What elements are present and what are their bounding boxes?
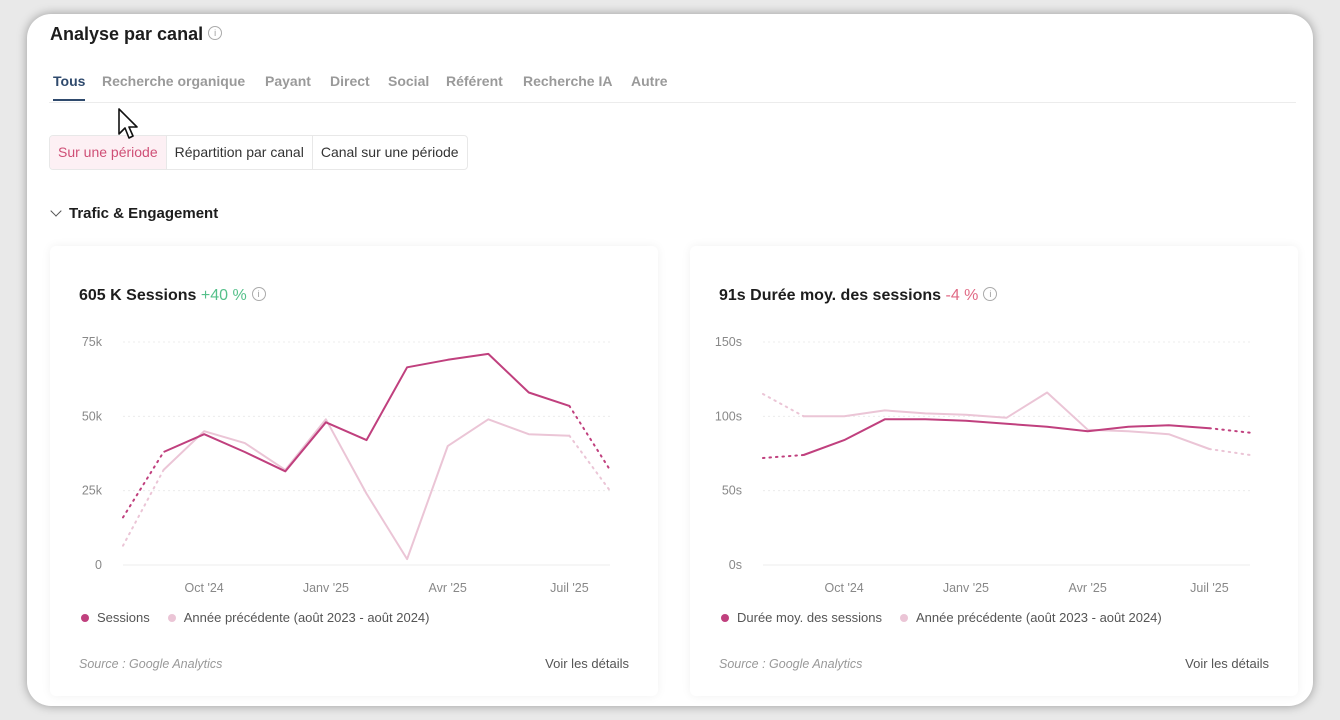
- info-icon[interactable]: i: [251, 286, 266, 301]
- legend-dot-secondary: [167, 613, 176, 622]
- tab-recherche-ia[interactable]: Recherche IA: [523, 73, 613, 89]
- x-tick-label: Juil '25: [550, 581, 589, 595]
- x-tick-label: Avr '25: [429, 581, 467, 595]
- y-tick-label: 75k: [82, 335, 103, 349]
- channel-tabs: Tous Recherche organique Payant Direct S…: [49, 73, 1296, 103]
- series-line-dotted-end: [568, 434, 611, 492]
- view-mode-selector: Sur une période Répartition par canal Ca…: [49, 135, 468, 170]
- legend-dot-primary: [721, 613, 729, 622]
- duration-change-badge: -4 %: [945, 287, 979, 304]
- legend-item-sessions[interactable]: Sessions: [81, 610, 150, 625]
- data-source: Source : Google Analytics: [719, 657, 863, 671]
- info-icon[interactable]: i: [983, 286, 998, 301]
- duration-line-chart: 150s 100s 50s 0s Oct '24 Janv '25 Avr '25 Juil …: [715, 335, 1251, 595]
- page-title-text: Analyse par canal: [50, 24, 204, 44]
- legend-item-duration[interactable]: Durée moy. des sessions: [721, 610, 882, 625]
- page-title: Analyse par canal i: [50, 24, 223, 45]
- segment-repartition-par-canal[interactable]: Répartition par canal: [167, 136, 313, 169]
- series-line-dotted-end: [568, 404, 611, 471]
- sessions-legend: Sessions Année précédente (août 2023 - a…: [81, 610, 430, 625]
- tab-direct[interactable]: Direct: [330, 73, 370, 89]
- y-tick-label: 0s: [729, 558, 742, 572]
- segment-canal-sur-une-periode[interactable]: Canal sur une période: [320, 144, 459, 160]
- x-tick-label: Oct '24: [825, 581, 864, 595]
- analytics-panel: Analyse par canal i Tous Recherche organi…: [27, 14, 1313, 706]
- legend-label: Durée moy. des sessions: [737, 610, 882, 625]
- sessions-change-badge: +40 %: [200, 287, 247, 304]
- series-line-dotted-start: [122, 451, 165, 519]
- duration-metric-title: 91s Durée moy. des sessions -4 % i: [719, 286, 998, 305]
- tab-tous[interactable]: Tous: [53, 73, 86, 101]
- section-toggle[interactable]: Trafic & Engagement: [49, 205, 218, 222]
- series-line-dotted-start: [762, 454, 805, 459]
- info-icon[interactable]: i: [208, 26, 223, 41]
- legend-dot-secondary: [900, 613, 908, 622]
- x-tick-label: Juil '25: [1190, 581, 1229, 595]
- data-source: Source : Google Analytics: [79, 657, 223, 671]
- series-line-dotted-end: [1208, 448, 1251, 456]
- x-tick-label: Oct '24: [185, 581, 224, 595]
- duration-metric-value: 91s Durée moy. des sessions: [719, 287, 942, 304]
- legend-label: Année précédente (août 2023 - août 2024): [916, 610, 1162, 625]
- segment-sur-une-periode[interactable]: Sur une période: [50, 136, 167, 169]
- tab-social[interactable]: Social: [388, 73, 430, 89]
- y-tick-label: 25k: [82, 484, 103, 498]
- sessions-line-chart: 75k 50k 25k 0 Oct '24 Janv '25 Avr '25 Juil '25: [82, 335, 611, 595]
- x-tick-label: Janv '25: [303, 581, 349, 595]
- legend-item-previous-year[interactable]: Année précédente (août 2023 - août 2024): [167, 610, 430, 625]
- x-tick-label: Avr '25: [1069, 581, 1107, 595]
- y-tick-label: 150s: [715, 335, 742, 349]
- series-line: [803, 391, 1210, 450]
- duration-legend: Durée moy. des sessions Année précédente…: [721, 610, 1162, 625]
- legend-dot-primary: [81, 613, 89, 622]
- details-link[interactable]: Voir les détails: [1185, 656, 1269, 671]
- legend-item-previous-year[interactable]: Année précédente (août 2023 - août 2024): [900, 610, 1162, 625]
- series-line: [163, 352, 570, 473]
- y-tick-label: 50s: [722, 484, 742, 498]
- sessions-card: 605 K Sessions +40 % i 75k 50k 25k 0 Oct '24 J…: [50, 246, 658, 696]
- details-link[interactable]: Voir les détails: [545, 656, 629, 671]
- sessions-metric-value: 605 K Sessions: [79, 287, 197, 304]
- tab-recherche-organique[interactable]: Recherche organique: [102, 73, 246, 89]
- series-line-dotted-end: [1208, 427, 1251, 434]
- legend-label: Année précédente (août 2023 - août 2024): [183, 610, 430, 625]
- chevron-down-icon: [50, 205, 62, 217]
- y-tick-label: 50k: [82, 409, 103, 423]
- tab-payant[interactable]: Payant: [265, 73, 311, 89]
- section-title: Trafic & Engagement: [69, 205, 219, 222]
- tab-autre[interactable]: Autre: [631, 73, 668, 89]
- y-tick-label: 100s: [715, 409, 742, 423]
- series-line: [162, 418, 570, 561]
- sessions-metric-title: 605 K Sessions +40 % i: [79, 286, 266, 305]
- series-line: [803, 418, 1210, 456]
- tab-referent[interactable]: Référent: [446, 73, 503, 89]
- series-line-dotted-start: [122, 468, 165, 547]
- y-tick-label: 0: [95, 558, 102, 572]
- legend-label: Sessions: [97, 610, 150, 625]
- series-line-dotted-start: [762, 393, 805, 418]
- x-tick-label: Janv '25: [943, 581, 989, 595]
- duration-card: 91s Durée moy. des sessions -4 % i 150s 10…: [690, 246, 1298, 696]
- mouse-cursor-icon: [118, 108, 138, 139]
